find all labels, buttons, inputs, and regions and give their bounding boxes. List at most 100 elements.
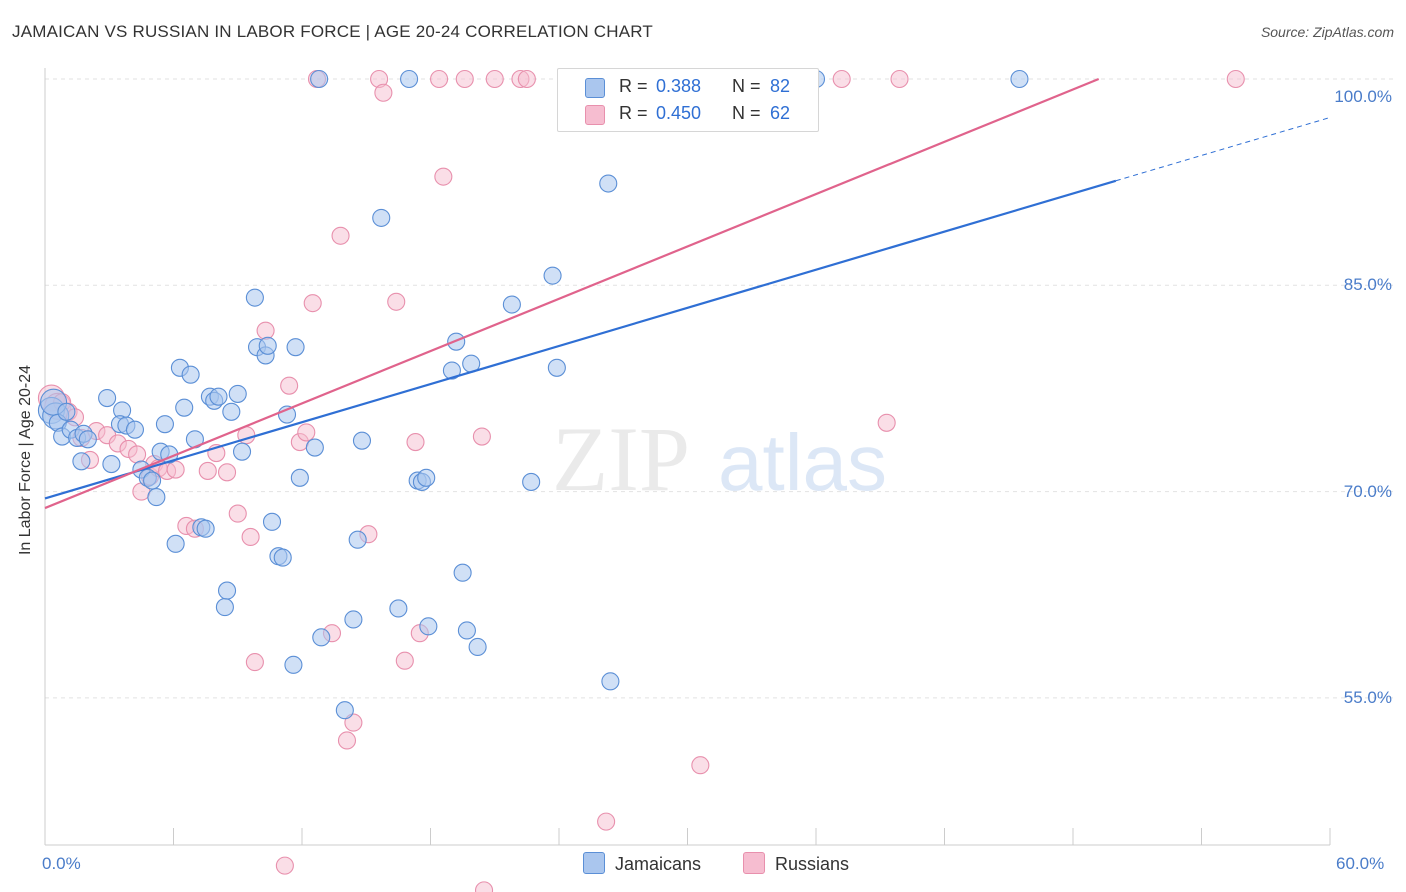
axes xyxy=(44,68,1331,846)
jamaican-point xyxy=(143,471,162,490)
russian-point xyxy=(275,856,294,875)
jamaican-point xyxy=(400,69,419,89)
jamaican-swatch xyxy=(585,78,605,98)
russian-point xyxy=(374,83,393,102)
jamaican-point xyxy=(222,402,241,421)
watermark: ZIP atlas xyxy=(552,408,887,510)
watermark-atlas: atlas xyxy=(718,418,887,507)
jamaican-point xyxy=(547,358,566,377)
y-tick-label: 55.0% xyxy=(1343,687,1392,707)
jamaican-r-label: R = xyxy=(619,76,648,96)
russian-n-label: N = xyxy=(732,103,761,123)
jamaican-point xyxy=(344,610,363,629)
jamaicans-swatch xyxy=(583,852,605,874)
y-tick-label: 85.0% xyxy=(1343,275,1392,295)
jamaican-point xyxy=(284,655,303,674)
russian-point xyxy=(472,427,491,446)
jamaican-point xyxy=(372,208,391,227)
jamaican-point xyxy=(286,338,305,357)
russian-swatch xyxy=(585,105,605,125)
jamaican-point xyxy=(102,455,121,474)
jamaican-point xyxy=(258,336,277,355)
russian-point xyxy=(691,756,710,775)
gridlines xyxy=(45,78,1395,699)
russian-trend-line xyxy=(44,77,1100,510)
jamaican-point xyxy=(310,69,329,89)
jamaican-point xyxy=(468,637,487,657)
russian-point xyxy=(890,69,909,89)
jamaican-point xyxy=(543,266,562,285)
jamaican-point xyxy=(181,365,200,384)
jamaican-trend-line xyxy=(44,179,1117,500)
x-tick-label-min: 0.0% xyxy=(42,854,81,873)
jamaican-point xyxy=(98,389,117,408)
jamaican-point xyxy=(262,512,282,531)
jamaican-n-label: N = xyxy=(732,76,761,96)
x-tick-label-max: 60.0% xyxy=(1336,854,1385,873)
russian-point xyxy=(517,69,536,89)
jamaican-point xyxy=(232,442,252,461)
jamaican-point xyxy=(335,701,354,720)
legend-russians[interactable]: Russians xyxy=(743,852,849,875)
jamaican-point xyxy=(352,431,372,450)
legend-row-jamaican: R = 0.388 N = 82 xyxy=(585,76,808,98)
jamaican-point xyxy=(125,420,144,439)
russian-point xyxy=(344,713,363,732)
chart-title: JAMAICAN VS RUSSIAN IN LABOR FORCE | AGE… xyxy=(12,22,654,41)
russian-point xyxy=(245,653,264,672)
jamaican-trend-extension xyxy=(1115,117,1331,182)
jamaican-point xyxy=(312,628,331,647)
jamaican-r-value: 0.388 xyxy=(656,76,702,96)
russian-point xyxy=(1226,69,1245,89)
russian-point xyxy=(297,423,316,442)
russian-point xyxy=(280,376,299,395)
jamaican-point xyxy=(453,563,472,582)
stats-legend: R = 0.388 N = 82 R = 0.450 N = 62 xyxy=(557,68,819,132)
russian-point xyxy=(198,461,217,480)
russian-point xyxy=(832,69,851,89)
y-tick-label: 70.0% xyxy=(1343,481,1392,501)
russian-r-value: 0.450 xyxy=(656,103,702,123)
russian-point xyxy=(430,69,449,89)
jamaican-point xyxy=(502,295,521,314)
jamaican-point xyxy=(389,599,408,618)
jamaican-point xyxy=(78,430,97,449)
y-tick-label: 100.0% xyxy=(1334,87,1392,106)
jamaican-n-value: 82 xyxy=(770,76,791,96)
russian-point xyxy=(241,527,260,546)
russian-point xyxy=(877,413,896,432)
russian-point xyxy=(217,463,237,482)
jamaican-point xyxy=(442,361,461,380)
jamaican-point xyxy=(57,402,76,421)
legend-row-russian: R = 0.450 N = 62 xyxy=(585,103,808,125)
russian-point xyxy=(406,433,425,452)
jamaican-point xyxy=(273,548,292,567)
russian-point xyxy=(337,731,357,750)
jamaican-point xyxy=(1010,69,1029,89)
russian-point xyxy=(455,69,474,89)
jamaican-point xyxy=(305,438,324,457)
russian-point xyxy=(387,292,406,311)
russians-swatch xyxy=(743,852,765,874)
jamaican-point xyxy=(196,519,215,538)
jamaican-point xyxy=(72,452,91,471)
legend-jamaicans[interactable]: Jamaicans xyxy=(583,852,701,875)
russian-r-label: R = xyxy=(619,103,648,123)
jamaican-point xyxy=(166,534,185,553)
jamaican-point xyxy=(417,468,436,487)
russian-point xyxy=(166,460,185,479)
jamaican-point xyxy=(209,387,228,406)
trend-lines xyxy=(44,77,1331,510)
jamaican-point xyxy=(175,398,194,417)
russian-point xyxy=(395,651,414,670)
russians-legend-label: Russians xyxy=(775,854,850,874)
watermark-zip: ZIP xyxy=(552,408,690,510)
russian-point xyxy=(597,812,616,831)
russian-n-value: 62 xyxy=(770,103,791,123)
jamaican-point xyxy=(601,672,620,691)
jamaican-point xyxy=(215,598,234,617)
russian-point xyxy=(485,69,504,89)
jamaican-point xyxy=(155,415,174,434)
jamaican-point xyxy=(217,581,237,600)
